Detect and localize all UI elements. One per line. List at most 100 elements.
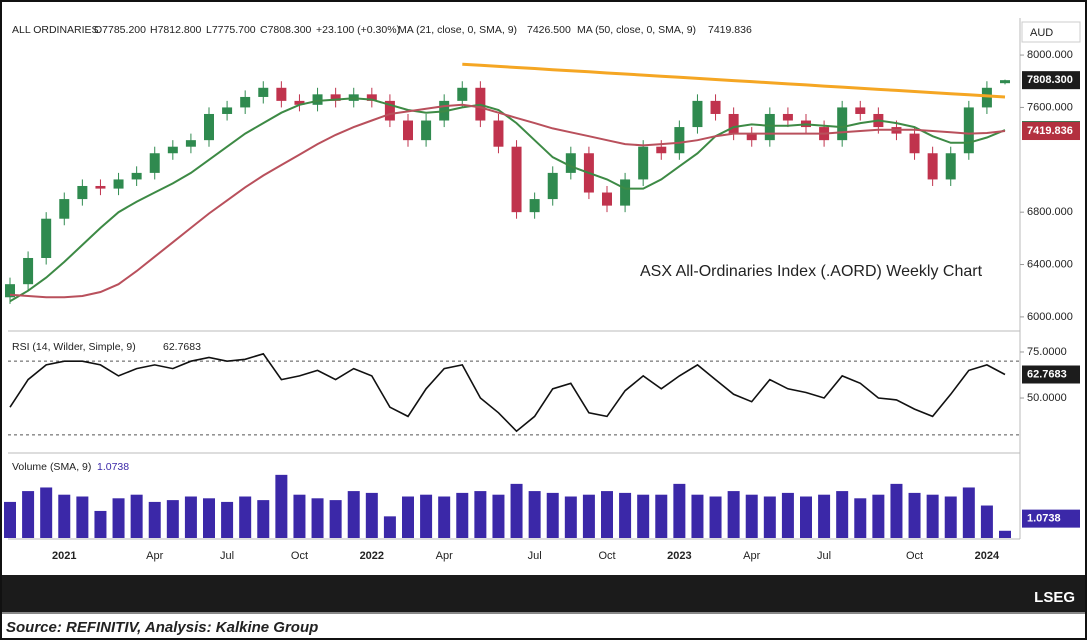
y-tick-label: 6800.000 (1027, 206, 1073, 218)
volume-bar (76, 496, 89, 538)
candle-body (1000, 80, 1010, 84)
volume-bar (293, 494, 306, 538)
volume-bar (365, 492, 378, 538)
currency: AUD (1030, 27, 1053, 39)
volume-bar (58, 494, 71, 538)
volume-bar (221, 501, 234, 538)
volume-bar (94, 510, 107, 538)
panel-value: 62.7683 (163, 341, 201, 353)
candle-body (384, 100, 395, 121)
volume-bar (148, 501, 161, 538)
volume-bar (582, 494, 595, 538)
volume-bar (402, 496, 414, 538)
volume-bar (619, 492, 632, 538)
candle-body (927, 153, 938, 180)
low: L7775.700 (206, 24, 256, 36)
change: +23.100 (+0.30%) (316, 24, 400, 36)
volume-bar (564, 496, 577, 538)
volume-bar (691, 494, 704, 538)
candle-body (547, 172, 558, 200)
symbol: ALL ORDINARIES (12, 24, 99, 36)
volume-bar (4, 501, 16, 538)
candle-body (5, 284, 15, 298)
candle-body (131, 172, 142, 180)
volume-bar (528, 491, 541, 538)
volume-bar (872, 494, 885, 538)
volume-bar (166, 500, 179, 538)
candle-body (167, 146, 178, 154)
panel-value: 1.0738 (97, 461, 129, 473)
volume-bar (673, 483, 686, 538)
line-series (9, 97, 1006, 303)
volume-bar (836, 491, 849, 538)
candle-body (366, 94, 377, 101)
line-series (462, 62, 1006, 99)
volume-bar (890, 483, 903, 538)
volume-bar (347, 491, 360, 538)
candle-body (674, 127, 685, 154)
ma50-label: MA (50, close, 0, SMA, 9) (577, 24, 696, 36)
high: H7812.800 (150, 24, 202, 36)
candle-body (457, 87, 468, 101)
volume-bar (420, 494, 433, 538)
volume-bar (456, 492, 469, 538)
candle-body (963, 107, 974, 154)
volume-bar (926, 494, 939, 538)
line-series (9, 103, 1006, 299)
x-tick-label: Apr (743, 550, 760, 562)
x-tick-label: Jul (528, 550, 542, 562)
x-tick-label: 2021 (52, 550, 76, 562)
volume-bar (763, 496, 776, 538)
volume-bar (908, 492, 921, 538)
last-value-box (1022, 71, 1080, 90)
x-tick-label: Apr (146, 550, 163, 562)
candle-body (258, 87, 269, 97)
candle-body (185, 140, 196, 147)
x-tick-label: Oct (291, 550, 308, 562)
ma50-value: 7419.836 (708, 24, 752, 36)
candle-body (204, 113, 214, 141)
volume-bar (329, 500, 342, 538)
candle-body (656, 146, 667, 154)
volume-bar (474, 491, 487, 538)
last-value-label: 7808.300 (1027, 74, 1073, 86)
volume-bar (854, 498, 867, 538)
last-value-box (1022, 122, 1080, 141)
volume-bar (800, 496, 812, 538)
volume-bar (40, 487, 53, 538)
panel-title: Volume (SMA, 9) (12, 461, 91, 473)
y-tick-label: 7600.000 (1027, 101, 1073, 113)
ma21-label: MA (21, close, 0, SMA, 9) (398, 24, 517, 36)
x-tick-label: Oct (598, 550, 615, 562)
candle-body (294, 100, 305, 105)
candle-body (529, 199, 540, 213)
candle-body (421, 120, 432, 141)
volume-bar (438, 496, 451, 538)
x-tick-label: Jul (220, 550, 234, 562)
volume-bar (546, 492, 559, 538)
last-value-label: 62.7683 (1027, 368, 1067, 380)
x-tick-label: Apr (436, 550, 453, 562)
candle-body (981, 87, 992, 108)
candle-body (565, 153, 576, 173)
candle-body (746, 133, 757, 141)
volume-bar (510, 483, 523, 538)
ma21-value: 7426.500 (527, 24, 571, 36)
volume-bar (184, 496, 197, 538)
rsi-line (9, 352, 1006, 433)
candle-body (77, 185, 88, 200)
candle-body (620, 179, 631, 206)
candle-body (638, 146, 649, 180)
candle-body (23, 257, 34, 285)
brand: LSEG (1034, 589, 1075, 606)
candle-body (782, 113, 793, 121)
volume-bar (130, 494, 143, 538)
volume-bar (745, 494, 758, 538)
currency-box (1021, 21, 1081, 43)
last-value-label: 1.0738 (1027, 513, 1061, 525)
candle-body (276, 87, 287, 101)
y-tick-label: 8000.000 (1027, 49, 1073, 61)
annotation: ASX All-Ordinaries Index (.AORD) Weekly … (640, 263, 983, 280)
footer-bar (2, 575, 1085, 612)
